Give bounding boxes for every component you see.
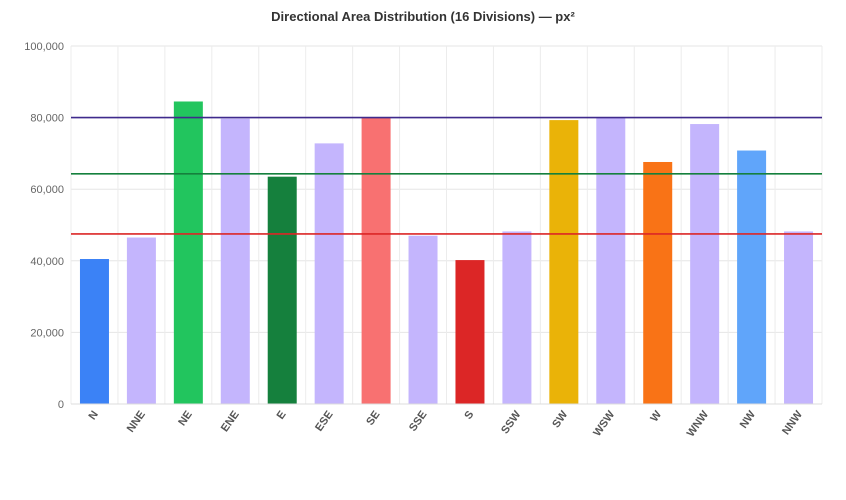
bar-ne xyxy=(173,101,203,405)
bar-e xyxy=(267,176,297,404)
bar-wnw xyxy=(690,124,720,404)
x-tick-label: SSW xyxy=(499,408,524,436)
bar-nne xyxy=(126,237,156,404)
x-tick-label: SE xyxy=(364,409,382,428)
x-tick-label: NNW xyxy=(780,408,805,437)
x-tick-label: WSW xyxy=(591,408,617,438)
bar-sw xyxy=(549,120,579,404)
y-tick-label: 40,000 xyxy=(30,256,64,268)
y-tick-label: 80,000 xyxy=(30,113,64,125)
bar-wsw xyxy=(596,117,626,404)
x-tick-label: SW xyxy=(550,408,570,430)
x-tick-label: ESE xyxy=(313,409,335,434)
x-tick-label: S xyxy=(462,409,476,422)
x-tick-label: N xyxy=(87,409,101,422)
x-tick-label: W xyxy=(648,408,664,424)
bar-ssw xyxy=(502,231,532,404)
x-tick-label: NNE xyxy=(125,409,148,435)
bar-s xyxy=(455,260,485,404)
y-tick-label: 20,000 xyxy=(30,327,64,339)
x-tick-label: ENE xyxy=(219,409,242,434)
y-tick-label: 100,000 xyxy=(24,41,64,53)
bar-w xyxy=(643,161,673,404)
x-tick-label: E xyxy=(275,409,289,422)
bar-se xyxy=(361,117,391,404)
y-tick-label: 0 xyxy=(58,399,64,411)
x-tick-label: NE xyxy=(176,409,195,428)
chart-title: Directional Area Distribution (16 Divisi… xyxy=(271,9,575,24)
x-tick-label: SSE xyxy=(407,409,429,434)
bar-nw xyxy=(737,150,767,404)
bar-nnw xyxy=(784,231,814,404)
x-tick-label: NW xyxy=(738,408,759,430)
bar-ene xyxy=(220,118,250,404)
bar-n xyxy=(79,259,109,404)
bar-ese xyxy=(314,143,344,404)
bar-sse xyxy=(408,235,438,404)
x-tick-label: WNW xyxy=(685,408,712,439)
y-tick-label: 60,000 xyxy=(30,184,64,196)
